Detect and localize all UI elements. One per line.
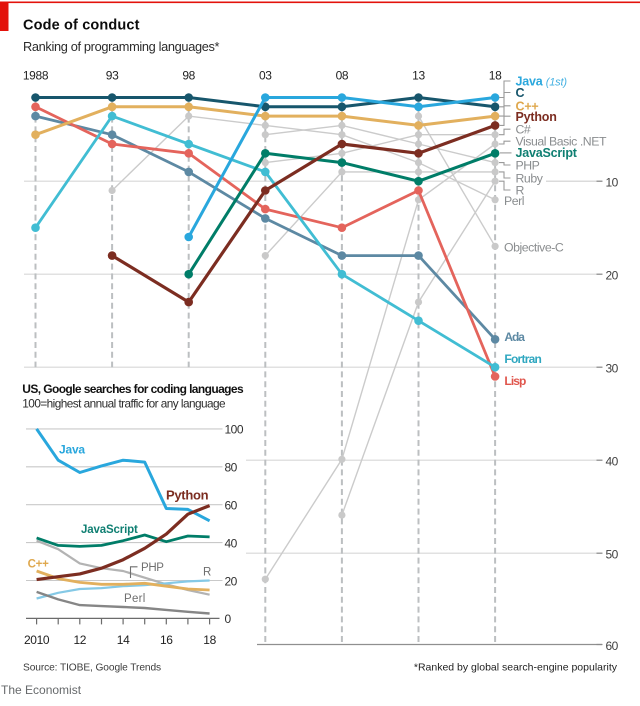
svg-text:14: 14: [117, 633, 130, 647]
svg-text:Java (1st): Java (1st): [516, 75, 568, 89]
svg-text:Ada: Ada: [504, 330, 525, 344]
svg-text:C++: C++: [516, 99, 539, 113]
svg-text:20: 20: [606, 269, 619, 283]
svg-text:Python: Python: [166, 488, 209, 503]
svg-text:40: 40: [225, 536, 238, 550]
svg-text:12: 12: [73, 633, 86, 647]
svg-text:18: 18: [203, 633, 216, 647]
svg-text:Python: Python: [516, 110, 557, 124]
svg-text:40: 40: [606, 455, 619, 469]
svg-text:R: R: [516, 183, 525, 197]
svg-text:0: 0: [225, 612, 232, 626]
svg-text:16: 16: [160, 633, 173, 647]
svg-text:Lisp: Lisp: [504, 374, 526, 388]
svg-text:13: 13: [412, 69, 425, 83]
svg-text:Perl: Perl: [124, 593, 146, 605]
svg-text:98: 98: [182, 69, 195, 83]
svg-text:20: 20: [225, 574, 238, 588]
svg-text:Visual Basic .NET: Visual Basic .NET: [516, 135, 607, 149]
svg-text:JavaScript: JavaScript: [516, 146, 578, 160]
svg-text:10: 10: [606, 176, 619, 190]
svg-text:PHP: PHP: [141, 562, 164, 574]
svg-text:08: 08: [336, 69, 349, 83]
svg-text:Code of conduct: Code of conduct: [23, 18, 140, 34]
svg-text:US, Google searches for coding: US, Google searches for coding languages: [22, 382, 244, 396]
svg-text:100=highest annual traffic for: 100=highest annual traffic for any langu…: [22, 397, 226, 411]
svg-text:60: 60: [606, 639, 619, 653]
svg-text:Ruby: Ruby: [516, 171, 544, 185]
svg-text:03: 03: [259, 69, 272, 83]
svg-text:JavaScript: JavaScript: [81, 524, 138, 536]
svg-text:Java: Java: [59, 443, 85, 457]
svg-text:50: 50: [606, 548, 619, 562]
svg-text:60: 60: [225, 499, 238, 513]
svg-text:C++: C++: [28, 558, 50, 570]
svg-text:R: R: [203, 566, 211, 578]
svg-text:93: 93: [106, 69, 119, 83]
svg-text:18: 18: [489, 69, 502, 83]
svg-text:1988: 1988: [23, 69, 49, 83]
svg-text:80: 80: [225, 461, 238, 475]
svg-text:C#: C#: [516, 123, 531, 137]
svg-text:Fortran: Fortran: [504, 352, 541, 366]
svg-text:Objective-C: Objective-C: [504, 240, 564, 254]
svg-text:*Ranked by global search-engin: *Ranked by global search-engine populari…: [414, 662, 618, 674]
svg-text:100: 100: [225, 423, 244, 437]
svg-text:Perl: Perl: [504, 194, 524, 208]
svg-text:30: 30: [606, 362, 619, 376]
svg-text:Ranking of programming languag: Ranking of programming languages*: [23, 39, 220, 54]
svg-text:The Economist: The Economist: [1, 683, 82, 697]
svg-text:C: C: [516, 86, 525, 100]
svg-text:Source: TIOBE, Google Trends: Source: TIOBE, Google Trends: [23, 663, 161, 674]
svg-text:2010: 2010: [24, 633, 50, 647]
svg-text:PHP: PHP: [516, 158, 540, 172]
